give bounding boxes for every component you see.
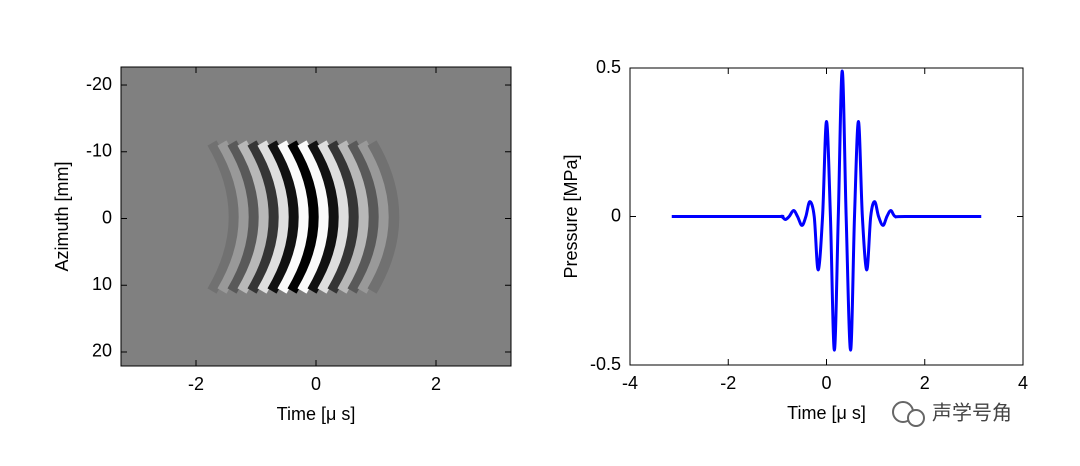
y-tick-label: -0.5 xyxy=(590,354,621,374)
watermark: 声学号角 xyxy=(892,401,1012,427)
wave-stripe xyxy=(217,140,250,294)
y-axis-label: Azimuth [mm] xyxy=(52,161,72,271)
pressure-line xyxy=(671,69,982,352)
wave-stripe xyxy=(357,140,390,294)
wave-stripe xyxy=(227,140,260,294)
y-tick-label: 10 xyxy=(92,274,112,294)
wave-stripe xyxy=(297,140,330,294)
y-tick-label: -20 xyxy=(86,74,112,94)
wavefield xyxy=(207,140,400,294)
x-axis-label: Time [μ s] xyxy=(787,403,866,423)
x-tick-label: 2 xyxy=(920,373,930,393)
wave-stripe xyxy=(347,140,380,294)
x-tick-label: -2 xyxy=(720,373,736,393)
x-tick-label: 0 xyxy=(821,373,831,393)
wave-stripe xyxy=(267,140,300,294)
wave-stripe xyxy=(287,140,320,294)
wave-stripe xyxy=(257,140,290,294)
wave-stripe xyxy=(367,140,400,294)
x-tick-label: -4 xyxy=(622,373,638,393)
wave-stripe xyxy=(337,140,370,294)
y-tick-label: 20 xyxy=(92,341,112,361)
y-tick-label: 0.5 xyxy=(596,57,621,77)
watermark-text: 声学号角 xyxy=(932,401,1012,425)
wave-stripe xyxy=(277,140,310,294)
x-tick-label: 0 xyxy=(311,374,321,394)
y-axis-label: Pressure [MPa] xyxy=(561,154,581,278)
wave-stripe xyxy=(307,140,340,294)
x-axis-label: Time [μ s] xyxy=(277,404,356,424)
x-tick-label: 2 xyxy=(431,374,441,394)
wave-stripe xyxy=(327,140,360,294)
y-tick-label: -10 xyxy=(86,141,112,161)
wave-stripe xyxy=(237,140,270,294)
wave-stripe xyxy=(317,140,350,294)
y-tick-label: 0 xyxy=(102,207,112,227)
wave-stripe xyxy=(207,140,240,294)
x-tick-label: -2 xyxy=(188,374,204,394)
y-tick-label: 0 xyxy=(611,205,621,225)
x-tick-label: 4 xyxy=(1018,373,1028,393)
wave-stripe xyxy=(247,140,280,294)
